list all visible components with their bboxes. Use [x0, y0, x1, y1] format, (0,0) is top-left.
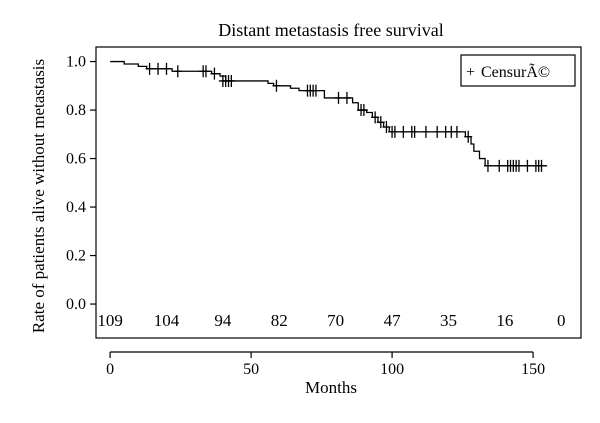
legend-box [460, 54, 576, 87]
censor-mark [227, 74, 236, 87]
at-risk-count: 82 [271, 311, 288, 330]
at-risk-table: 109 104 94 82 70 47 35 16 0 [97, 311, 565, 330]
at-risk-count: 109 [97, 311, 123, 330]
censor-mark [537, 159, 546, 172]
censor-mark [410, 125, 419, 138]
series-layer [110, 60, 548, 172]
censor-mark [154, 62, 163, 75]
censor-mark [421, 125, 430, 138]
y-tick-label: 0.4 [66, 199, 86, 216]
at-risk-count: 104 [154, 311, 180, 330]
censor-mark [464, 130, 473, 143]
legend-label: CensurÃ© [481, 63, 550, 81]
censor-mark [311, 84, 320, 97]
at-risk-count: 0 [557, 311, 566, 330]
censor-mark [376, 116, 385, 129]
at-risk-count: 35 [440, 311, 457, 330]
censor-mark [514, 159, 523, 172]
y-tick-label: 1.0 [66, 54, 86, 71]
censor-mark [433, 125, 442, 138]
x-tick-label: 50 [243, 361, 259, 378]
censor-mark [162, 62, 171, 75]
censor-mark [210, 67, 219, 80]
legend: + CensurÃ© [460, 54, 576, 87]
x-axis: 0 50 100 150 [106, 351, 545, 378]
x-axis-label: Months [305, 378, 357, 397]
censor-mark [452, 125, 461, 138]
x-tick-label: 150 [521, 361, 545, 378]
censor-mark [371, 111, 380, 124]
chart-title: Distant metastasis free survival [218, 20, 443, 40]
censor-mark [359, 104, 368, 117]
censor-mark [201, 65, 210, 78]
at-risk-count: 94 [214, 311, 232, 330]
y-tick-label: 0.0 [66, 296, 86, 313]
x-tick-label: 0 [106, 361, 114, 378]
at-risk-count: 47 [384, 311, 402, 330]
censor-mark [483, 159, 492, 172]
at-risk-count: 70 [327, 311, 344, 330]
censor-mark [342, 91, 351, 104]
censor-mark [495, 159, 504, 172]
censor-mark [334, 91, 343, 104]
censor-mark [382, 121, 391, 134]
legend-marker: + [466, 64, 475, 81]
censor-mark [523, 159, 532, 172]
censor-mark [145, 62, 154, 75]
censor-mark [272, 79, 281, 92]
y-axis-label: Rate of patients alive without metastasi… [29, 59, 48, 333]
y-tick-label: 0.2 [66, 248, 86, 265]
censor-mark [399, 125, 408, 138]
y-tick-label: 0.6 [66, 151, 86, 168]
x-tick-label: 100 [380, 361, 404, 378]
censor-mark [173, 65, 182, 78]
y-axis: 0.0 0.2 0.4 0.6 0.8 1.0 [66, 54, 96, 313]
censor-mark [390, 125, 399, 138]
at-risk-count: 16 [496, 311, 513, 330]
plot-frame [95, 46, 582, 339]
y-tick-label: 0.8 [66, 102, 86, 119]
